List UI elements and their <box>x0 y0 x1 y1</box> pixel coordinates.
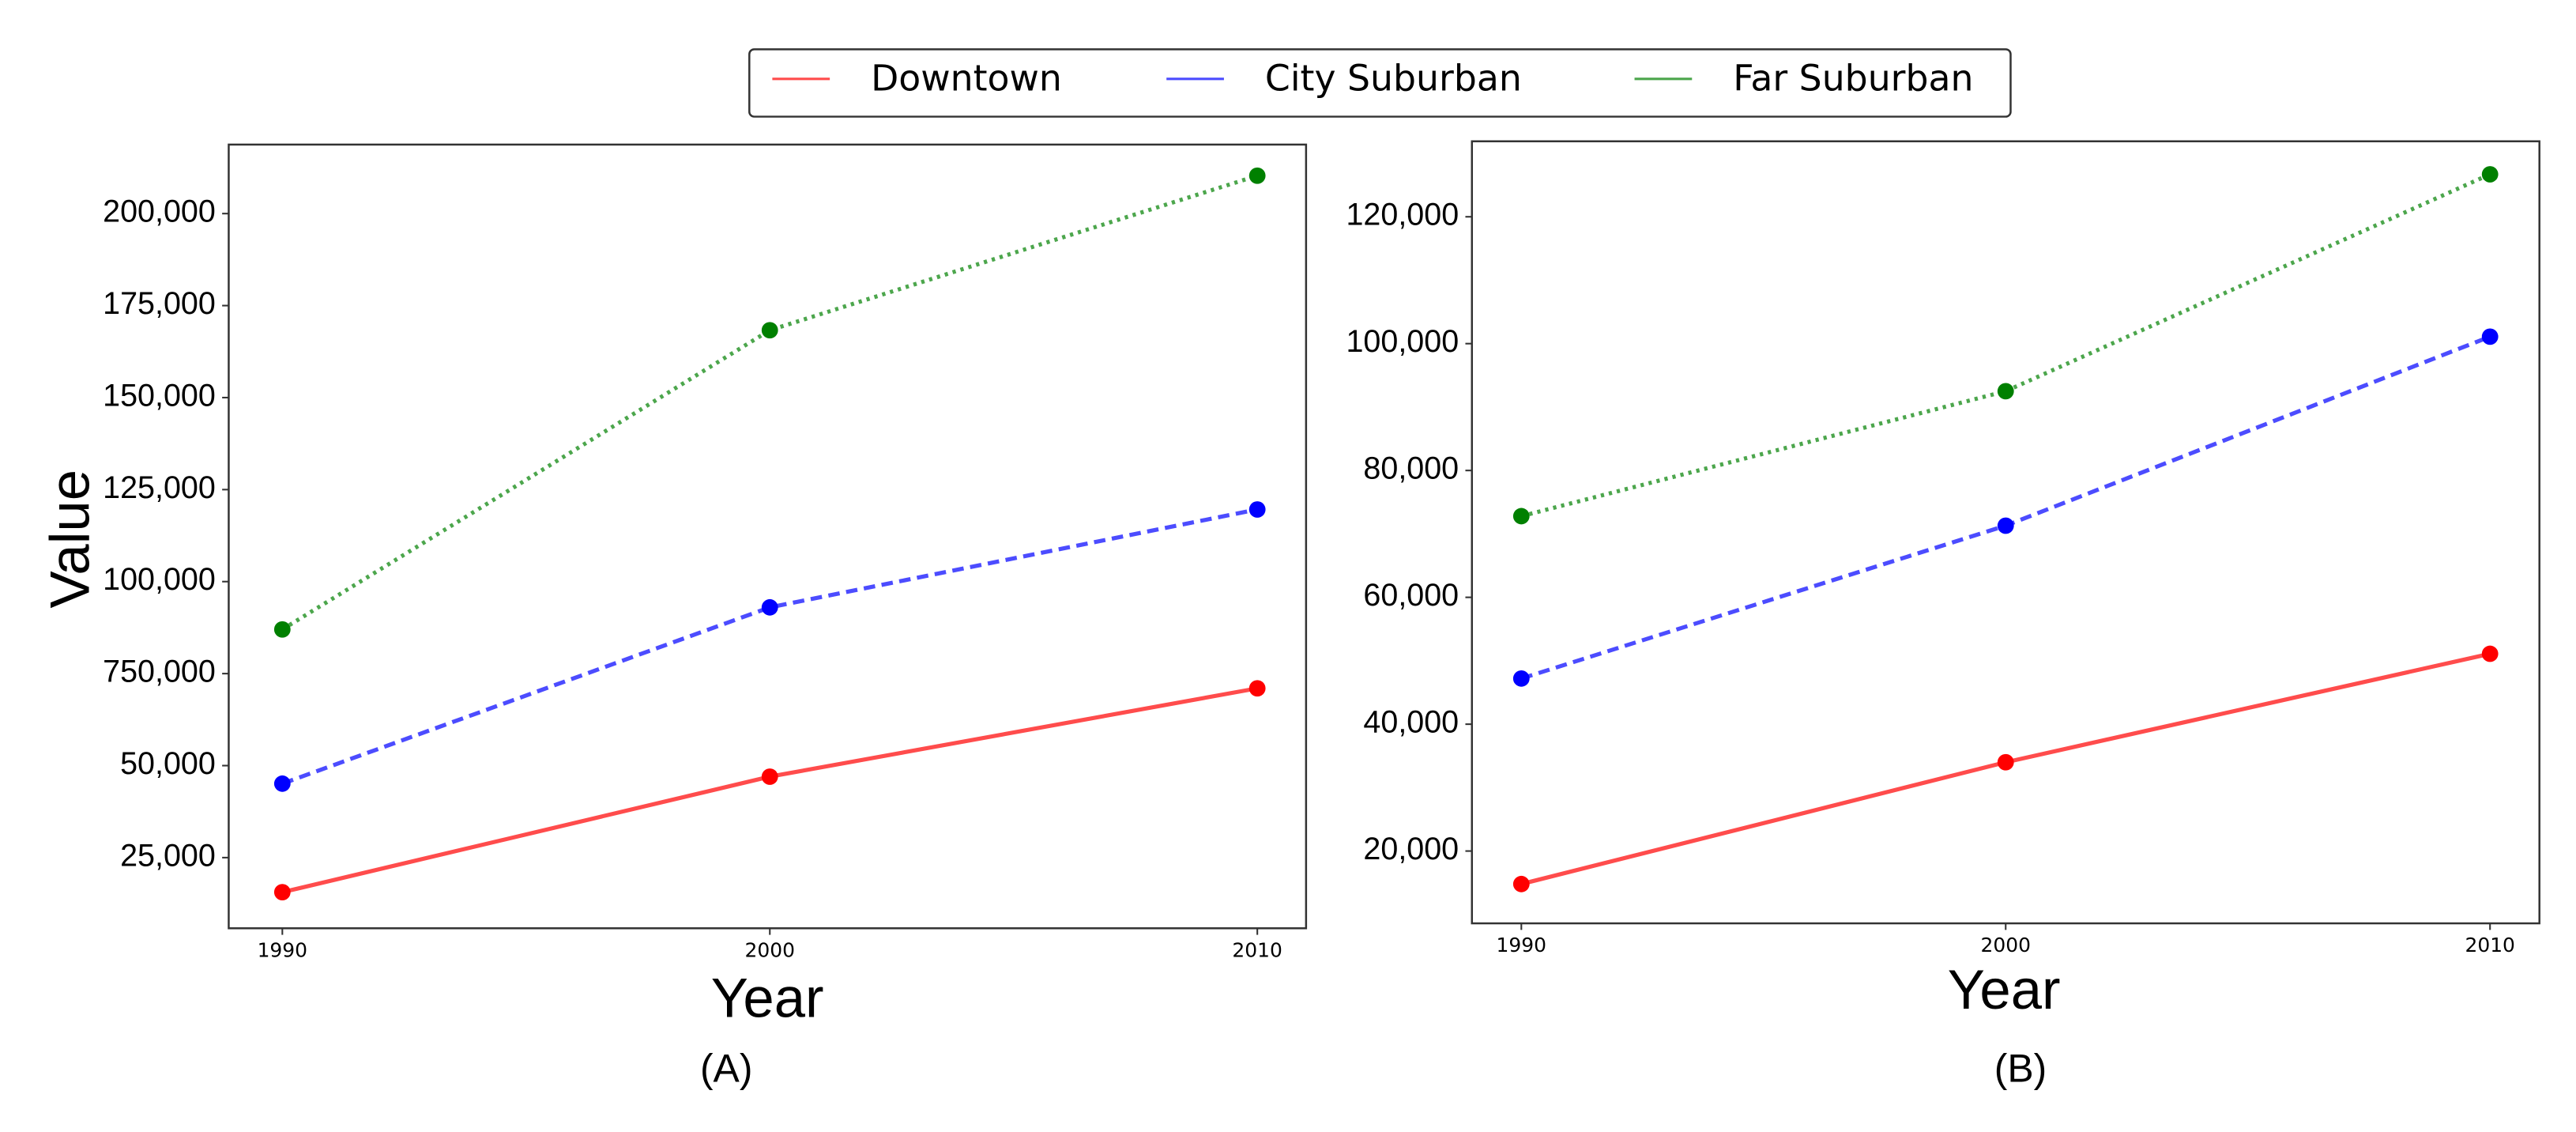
legend-label: Far Suburban <box>1733 57 1973 99</box>
x-tick-label: 2010 <box>1232 938 1282 961</box>
legend-label: City Suburban <box>1265 57 1522 99</box>
series-line <box>281 686 1258 895</box>
series-line <box>281 507 1258 786</box>
y-tick-label: 750,000 <box>103 655 216 689</box>
marker <box>761 768 778 785</box>
panel-label: (B) <box>1994 1046 2047 1090</box>
y-tick-label: 175,000 <box>103 286 216 321</box>
y-tick-label: 50,000 <box>120 746 216 781</box>
plot-area <box>228 143 1308 930</box>
marker <box>1248 167 1266 184</box>
x-axis-label: Year <box>1948 958 2061 1021</box>
marker <box>761 598 778 616</box>
x-tick-label: 2000 <box>745 938 795 961</box>
series-line <box>281 173 1258 632</box>
marker <box>273 884 291 901</box>
legend-label: Downtown <box>871 57 1062 99</box>
marker <box>1512 508 1530 525</box>
x-tick-label: 1990 <box>258 938 307 961</box>
y-tick-label: 80,000 <box>1363 451 1459 486</box>
x-tick-label: 2000 <box>1981 934 2031 957</box>
y-tick-label: 20,000 <box>1363 832 1459 866</box>
marker <box>2481 166 2499 183</box>
legend-box <box>748 48 2012 118</box>
y-tick-label: 25,000 <box>120 838 216 873</box>
marker <box>2481 328 2499 345</box>
y-tick-label: 100,000 <box>103 562 216 597</box>
marker <box>1248 680 1266 697</box>
y-tick-label: 100,000 <box>1346 324 1459 359</box>
marker <box>273 775 291 792</box>
y-tick-label: 40,000 <box>1363 705 1459 740</box>
x-tick-label: 2010 <box>2465 934 2514 957</box>
y-tick-label: 200,000 <box>103 194 216 229</box>
marker <box>1997 383 2014 400</box>
marker <box>1248 501 1266 518</box>
marker <box>1512 670 1530 687</box>
panel-label: (A) <box>700 1046 752 1090</box>
marker <box>1512 875 1530 892</box>
marker <box>2481 645 2499 662</box>
marker <box>273 621 291 638</box>
x-axis-label: Year <box>711 966 824 1028</box>
y-tick-label: 150,000 <box>103 378 216 413</box>
y-axis-label: Value <box>39 470 101 608</box>
series-line <box>1520 172 2491 519</box>
y-tick-label: 60,000 <box>1363 578 1459 613</box>
y-tick-label: 125,000 <box>103 470 216 505</box>
marker <box>1997 517 2014 534</box>
marker <box>1997 753 2014 771</box>
x-tick-label: 1990 <box>1497 934 1546 957</box>
marker <box>761 322 778 339</box>
y-tick-label: 120,000 <box>1346 198 1459 232</box>
